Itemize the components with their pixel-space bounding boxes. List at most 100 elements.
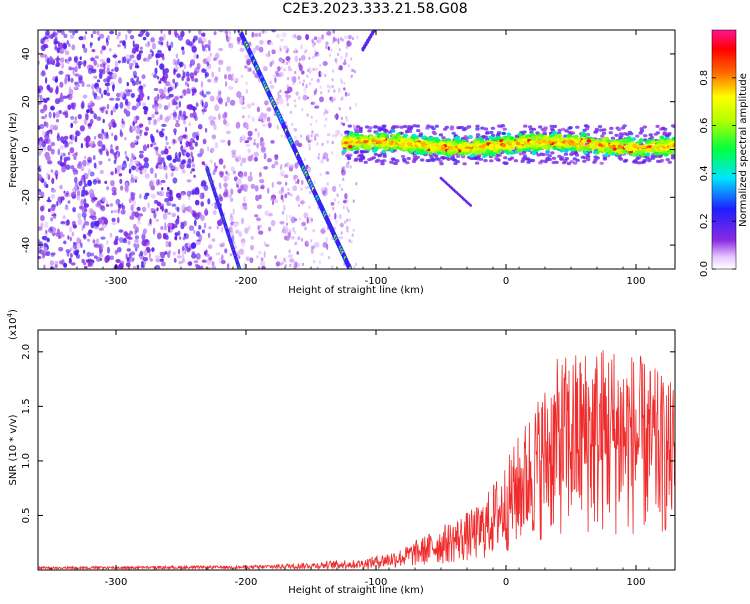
noise-blob — [155, 53, 159, 59]
noise-blob — [136, 206, 141, 211]
faint-speckle — [298, 204, 300, 207]
faint-speckle — [317, 206, 320, 210]
noise-blob — [227, 139, 231, 146]
band-core — [380, 136, 386, 141]
faint-speckle — [323, 156, 326, 160]
band-core — [427, 140, 433, 145]
band-halo — [347, 124, 352, 128]
noise-blob — [152, 227, 156, 235]
noise-blob — [138, 52, 142, 58]
noise-blob — [201, 229, 205, 234]
noise-blob — [108, 158, 111, 162]
band-core — [373, 147, 379, 152]
faint-speckle — [284, 164, 287, 168]
band-core — [409, 148, 415, 152]
band-halo — [635, 156, 640, 161]
band-halo — [474, 161, 480, 165]
noise-blob — [140, 165, 145, 169]
noise-blob — [337, 200, 340, 205]
noise-blob — [259, 39, 264, 45]
noise-blob — [243, 205, 248, 211]
noise-blob — [258, 250, 262, 255]
noise-blob — [172, 158, 177, 163]
noise-blob — [305, 84, 308, 89]
noise-blob — [178, 100, 181, 108]
faint-speckle — [292, 82, 295, 86]
faint-speckle — [310, 139, 313, 143]
noise-blob — [213, 57, 217, 61]
noise-blob — [242, 136, 247, 143]
band-core — [446, 151, 452, 156]
band-halo — [551, 160, 556, 165]
noise-blob — [104, 217, 108, 225]
noise-blob — [168, 241, 172, 248]
faint-speckle — [343, 81, 346, 85]
noise-blob — [142, 168, 147, 174]
band-core — [446, 138, 452, 142]
band-core — [572, 142, 578, 146]
noise-blob — [114, 66, 119, 73]
noise-blob — [128, 89, 133, 93]
noise-blob — [193, 70, 198, 76]
noise-blob — [130, 142, 136, 149]
noise-blob — [189, 113, 193, 118]
noise-blob — [168, 30, 172, 36]
band-halo — [594, 127, 600, 131]
noise-blob — [176, 207, 180, 212]
noise-blob — [156, 207, 159, 212]
noise-blob — [50, 148, 55, 155]
noise-blob — [246, 103, 252, 109]
band-core — [664, 147, 669, 152]
band-halo — [524, 157, 529, 161]
x-tick-label: -200 — [235, 577, 258, 588]
band-core — [350, 141, 356, 146]
noise-blob — [38, 173, 42, 181]
noise-blob — [297, 178, 300, 185]
noise-blob — [69, 34, 75, 39]
band-core — [482, 140, 488, 144]
noise-blob — [67, 235, 70, 240]
x-tick-label: 100 — [626, 577, 645, 588]
band-halo — [602, 128, 607, 132]
noise-blob — [266, 158, 272, 163]
band-halo — [586, 157, 591, 162]
band-halo — [503, 156, 508, 160]
noise-blob — [319, 96, 324, 103]
faint-speckle — [316, 266, 319, 269]
noise-blob — [279, 220, 285, 225]
band-core — [518, 148, 523, 153]
band-halo — [401, 157, 407, 162]
noise-blob — [106, 150, 109, 157]
noise-blob — [156, 179, 160, 186]
noise-blob — [247, 155, 253, 162]
noise-blob — [111, 68, 114, 72]
noise-blob — [209, 52, 213, 57]
band-core — [530, 132, 535, 137]
noise-blob — [112, 152, 118, 156]
band-core — [403, 133, 408, 137]
noise-blob — [165, 172, 168, 180]
noise-blob — [191, 45, 197, 53]
noise-blob — [74, 66, 78, 73]
noise-blob — [90, 57, 95, 62]
band-halo — [483, 135, 489, 139]
band-core — [575, 147, 581, 151]
noise-blob — [242, 202, 248, 207]
noise-blob — [199, 148, 204, 155]
noise-blob — [200, 201, 204, 207]
noise-blob — [111, 191, 117, 196]
noise-blob — [186, 205, 192, 213]
band-halo — [660, 126, 666, 130]
noise-blob — [344, 193, 348, 200]
noise-blob — [249, 257, 254, 264]
noise-blob — [191, 76, 195, 82]
faint-speckle — [286, 98, 288, 102]
band-halo — [345, 154, 350, 158]
band-halo — [665, 158, 670, 162]
band-core — [619, 148, 624, 152]
noise-blob — [253, 156, 258, 162]
noise-blob — [151, 141, 157, 146]
faint-speckle — [348, 218, 351, 222]
noise-blob — [343, 87, 346, 91]
